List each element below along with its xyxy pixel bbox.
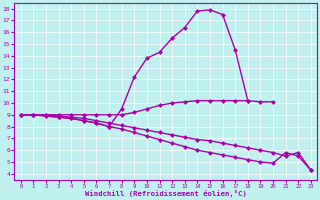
X-axis label: Windchill (Refroidissement éolien,°C): Windchill (Refroidissement éolien,°C)	[85, 190, 247, 197]
